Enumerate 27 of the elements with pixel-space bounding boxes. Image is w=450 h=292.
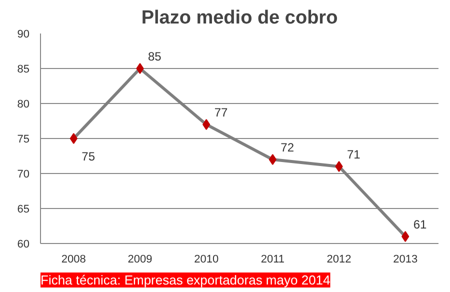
point — [70, 133, 78, 144]
x-tick-label: 2013 — [393, 254, 418, 266]
y-tick-label: 85 — [17, 64, 30, 76]
y-tick-label: 65 — [17, 204, 30, 216]
data-label: 75 — [82, 150, 96, 164]
point — [202, 119, 210, 130]
data-label: 71 — [347, 148, 361, 162]
point — [268, 154, 276, 165]
x-tick-label: 2011 — [260, 254, 284, 266]
x-tick-label: 2012 — [326, 254, 352, 266]
y-tick-label: 80 — [17, 98, 30, 110]
point — [136, 63, 144, 74]
y-tick-label: 90 — [17, 28, 30, 40]
y-tick-label: 75 — [17, 134, 30, 146]
y-tick-label: 70 — [17, 168, 30, 180]
point — [402, 231, 410, 242]
data-label: 61 — [413, 218, 428, 232]
y-tick-label: 60 — [17, 238, 30, 250]
text: Ficha técnica: Empresas exportadoras mayo 2014 — [40, 272, 330, 288]
x-tick-label: 2010 — [194, 254, 219, 266]
point — [335, 161, 343, 172]
data-label: 85 — [148, 50, 162, 64]
data-label: 77 — [214, 106, 228, 120]
data-label: 72 — [280, 140, 294, 154]
x-tick-label: 2008 — [61, 254, 86, 266]
chart-title: Plazo medio de cobro — [141, 8, 338, 28]
x-tick-label: 2009 — [128, 254, 152, 266]
